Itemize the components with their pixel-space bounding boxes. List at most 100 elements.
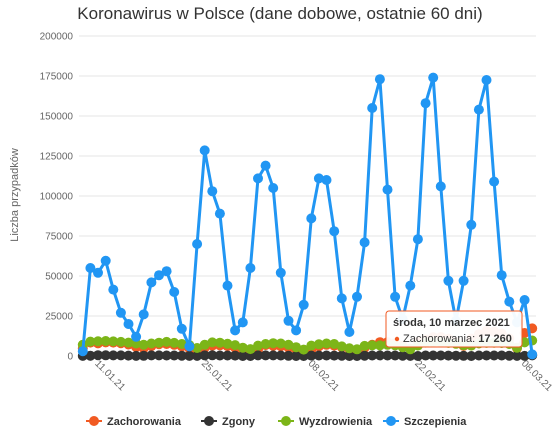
data-point[interactable] [367,340,378,351]
data-point[interactable] [199,145,210,156]
data-point[interactable] [184,350,195,361]
data-point[interactable] [176,339,187,349]
data-point[interactable] [359,350,370,361]
data-point[interactable] [146,350,157,361]
data-point[interactable] [138,339,149,350]
data-point[interactable] [123,337,134,348]
legend-item-wyzdrowienia[interactable]: Wyzdrowienia [299,416,373,428]
data-point[interactable] [115,350,126,361]
data-point[interactable] [93,267,103,278]
data-point[interactable] [237,351,248,361]
data-point[interactable] [237,342,248,353]
legend-item-zgony[interactable]: Zgony [222,416,256,428]
data-point[interactable] [496,270,507,281]
data-point[interactable] [405,280,416,291]
data-point[interactable] [230,340,241,351]
data-point[interactable] [169,287,180,297]
data-point[interactable] [253,173,263,184]
data-point[interactable] [184,341,195,352]
data-point[interactable] [451,350,461,361]
data-point[interactable] [367,103,378,113]
data-point[interactable] [199,339,210,350]
data-point[interactable] [100,336,111,346]
data-point[interactable] [291,342,302,353]
data-point[interactable] [313,350,324,361]
data-point[interactable] [176,350,187,361]
data-point[interactable] [344,327,355,337]
data-point[interactable] [329,339,340,349]
data-point[interactable] [313,339,324,350]
data-point[interactable] [222,280,233,291]
data-point[interactable] [207,337,218,348]
data-point[interactable] [382,184,393,195]
data-point[interactable] [222,338,233,349]
data-point[interactable] [161,336,172,347]
data-point[interactable] [382,350,393,361]
data-point[interactable] [230,325,241,336]
data-point[interactable] [443,275,454,286]
data-point[interactable] [291,351,302,361]
data-point[interactable] [176,323,187,334]
data-point[interactable] [108,336,119,347]
data-point[interactable] [390,350,401,361]
data-point[interactable] [466,219,477,230]
data-point[interactable] [123,319,134,329]
data-point[interactable] [504,350,515,361]
data-point[interactable] [192,239,203,249]
data-point[interactable] [245,263,256,273]
data-point[interactable] [458,350,469,361]
data-point[interactable] [275,350,286,361]
data-point[interactable] [154,337,164,348]
data-point[interactable] [466,351,477,361]
data-point[interactable] [131,331,142,342]
data-point[interactable] [420,350,431,361]
data-point[interactable] [496,350,507,361]
data-point[interactable] [108,350,119,361]
data-point[interactable] [115,336,126,347]
data-point[interactable] [260,339,271,349]
data-point[interactable] [115,307,126,318]
data-point[interactable] [245,351,256,361]
data-point[interactable] [344,351,355,361]
data-point[interactable] [108,284,119,295]
data-point[interactable] [420,98,431,109]
data-point[interactable] [214,337,225,348]
data-point[interactable] [306,340,317,351]
data-point[interactable] [443,350,454,361]
data-point[interactable] [77,346,88,357]
data-point[interactable] [512,350,522,361]
data-point[interactable] [321,338,332,349]
data-point[interactable] [161,266,172,277]
data-point[interactable] [473,104,484,115]
series-zgony[interactable] [77,350,538,361]
data-point[interactable] [359,340,370,351]
data-point[interactable] [275,338,286,349]
data-point[interactable] [313,173,324,184]
data-point[interactable] [161,350,172,361]
data-point[interactable] [85,263,96,273]
data-point[interactable] [390,291,401,302]
data-point[interactable] [237,317,248,328]
data-point[interactable] [260,350,271,361]
data-point[interactable] [283,339,294,350]
data-point[interactable] [435,181,446,192]
legend-item-zachorowania[interactable]: Zachorowania [107,416,182,428]
data-point[interactable] [283,315,294,326]
data-point[interactable] [100,350,111,361]
data-point[interactable] [428,350,439,361]
data-point[interactable] [85,336,96,347]
data-point[interactable] [374,350,385,361]
data-point[interactable] [527,349,538,360]
data-point[interactable] [321,175,332,185]
data-point[interactable] [298,299,309,310]
data-point[interactable] [192,350,203,361]
data-point[interactable] [329,350,340,361]
data-point[interactable] [169,337,180,348]
data-point[interactable] [458,275,469,286]
data-point[interactable] [489,176,500,187]
data-point[interactable] [268,338,279,349]
data-point[interactable] [268,183,279,193]
data-point[interactable] [374,340,385,351]
data-point[interactable] [214,350,225,361]
data-point[interactable] [336,341,347,352]
